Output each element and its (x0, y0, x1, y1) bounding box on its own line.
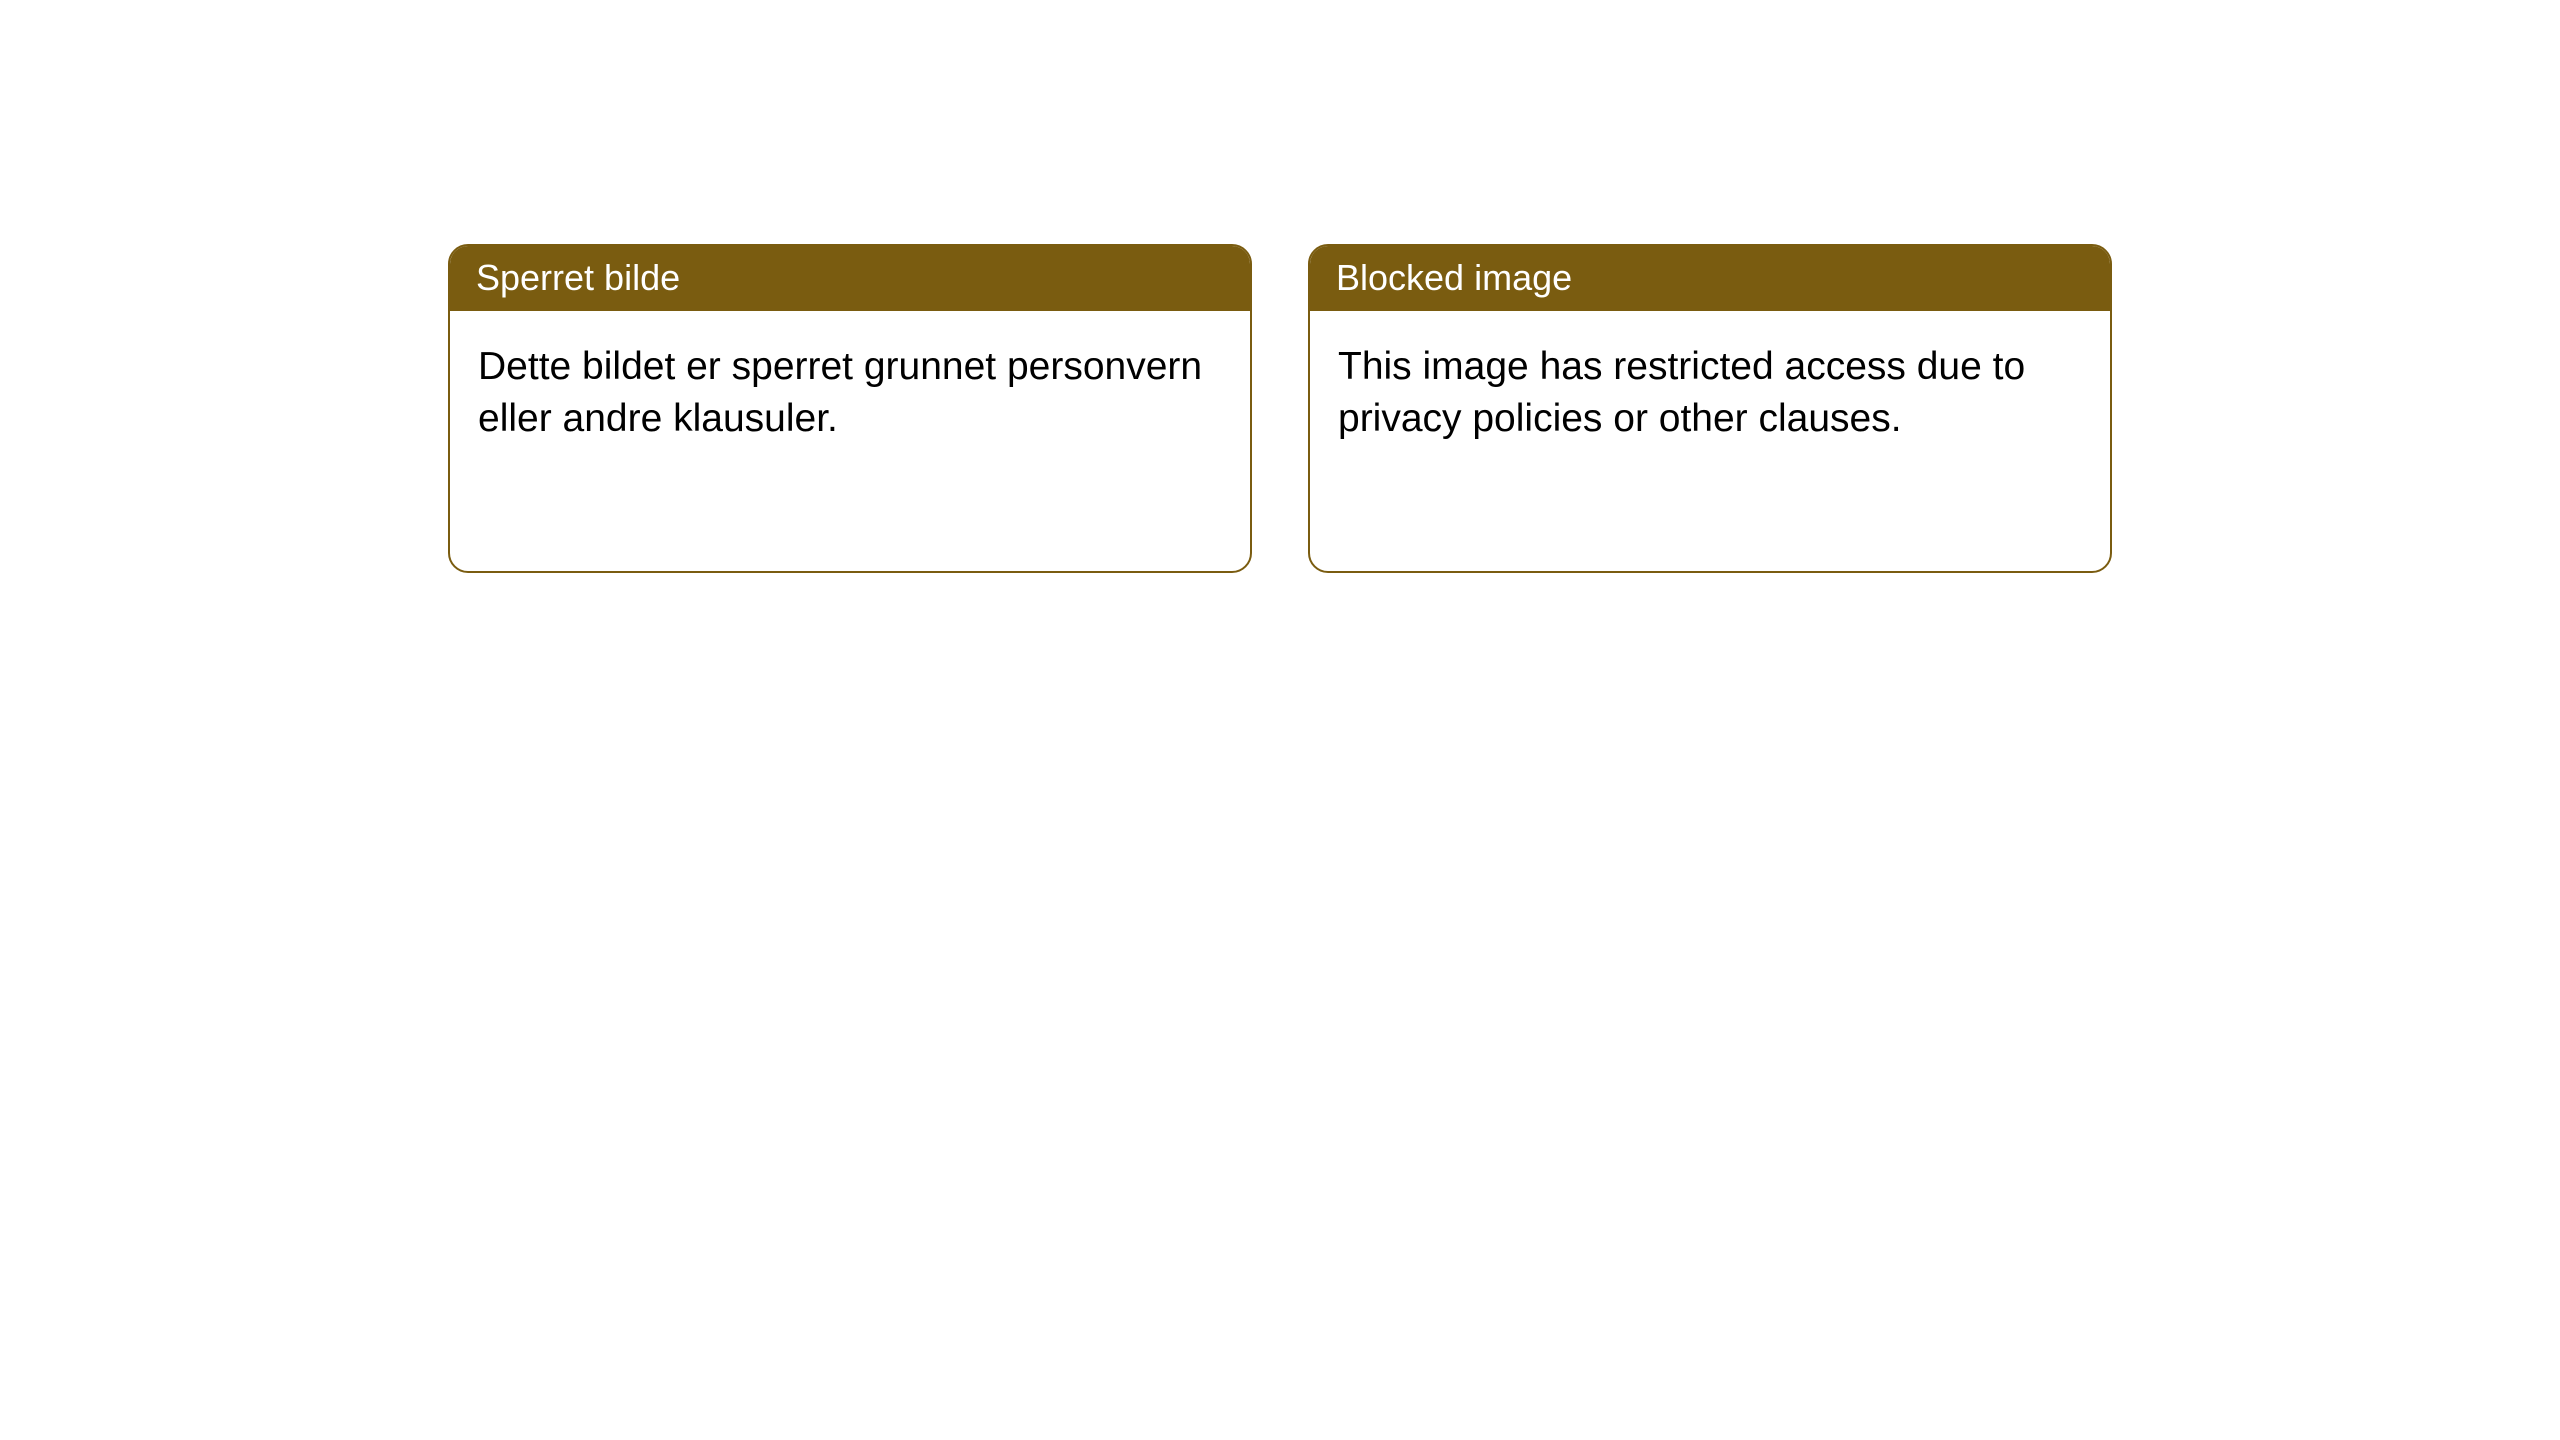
notice-card-body: This image has restricted access due to … (1310, 311, 2110, 571)
notice-title: Blocked image (1336, 257, 1572, 298)
notice-card-norwegian: Sperret bilde Dette bildet er sperret gr… (448, 244, 1252, 573)
notice-message: This image has restricted access due to … (1338, 345, 2025, 440)
notice-card-body: Dette bildet er sperret grunnet personve… (450, 311, 1250, 571)
notice-card-header: Sperret bilde (450, 246, 1250, 311)
notice-message: Dette bildet er sperret grunnet personve… (478, 345, 1202, 440)
notice-card-english: Blocked image This image has restricted … (1308, 244, 2112, 573)
notice-title: Sperret bilde (476, 257, 680, 298)
notice-card-header: Blocked image (1310, 246, 2110, 311)
notice-container: Sperret bilde Dette bildet er sperret gr… (0, 0, 2560, 573)
